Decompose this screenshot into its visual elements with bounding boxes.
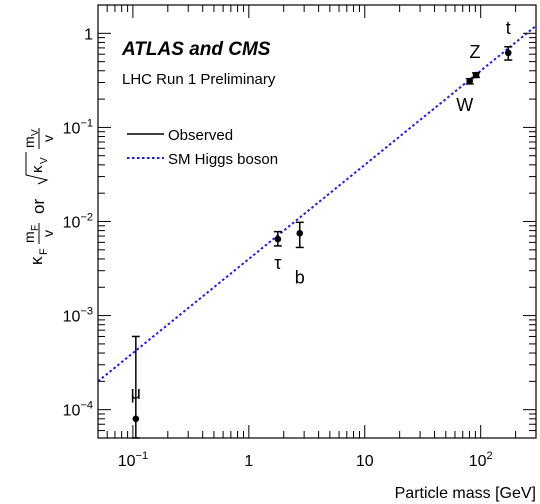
y-tick-label: 10−1 [63,117,93,137]
ylabel-v2: v [40,135,56,142]
data-point [274,235,282,243]
x-tick-label-base: 10 [356,453,374,470]
ylabel-kappa-f: κ [27,256,46,265]
ylabel-mf-sub: F [30,225,41,231]
point-label: t [506,18,511,38]
legend: Observed SM Higgs boson [127,127,278,168]
x-tick-label: 1 [244,453,253,470]
y-tick-label-exp: −1 [80,117,93,129]
y-tick-label-base: 1 [84,26,93,43]
y-tick-label-exp: −4 [80,400,93,412]
ylabel-v1: v [40,230,56,237]
x-axis-label: Particle mass [GeV] [395,485,536,502]
ylabel-kappa-v-sub: V [39,157,50,164]
x-tick-label: 10−1 [118,450,148,470]
ylabel-sqrt-sign [25,152,49,185]
y-tick-label: 1 [84,26,93,43]
y-tick-label: 10−4 [63,400,93,420]
y-tick-label-base: 10 [63,403,81,420]
ylabel-kappa-v: κ [29,165,46,173]
x-tick-label-exp: 2 [487,450,493,462]
data-point [504,49,512,57]
legend-observed-label: Observed [168,127,233,144]
data-point [132,415,140,423]
y-tick-label-exp: −2 [80,212,93,224]
ylabel-kappa-f-sub: F [38,248,50,255]
point-label: Z [470,42,481,62]
data-point [472,71,480,79]
point-label: b [295,267,305,287]
x-tick-label-base: 10 [118,453,136,470]
y-tick-label: 10−2 [63,212,93,232]
data-point [466,77,474,85]
x-tick-label-exp: −1 [136,450,149,462]
chart-title: ATLAS and CMS [121,39,271,60]
x-tick-label-base: 10 [469,453,487,470]
y-tick-label-base: 10 [63,215,81,232]
y-axis-label: κ F m F v or κ V m V v [21,128,56,265]
x-tick-label-base: 1 [244,453,253,470]
point-label: W [456,95,473,115]
x-tick-label: 102 [469,450,493,470]
sm-higgs-line [97,25,537,383]
plot-frame [97,4,537,439]
x-tick-label: 10 [356,453,374,470]
y-tick-label: 10−3 [63,306,93,326]
ylabel-mv-sub: V [30,129,41,136]
legend-sm-label: SM Higgs boson [168,151,278,168]
chart-subtitle: LHC Run 1 Preliminary [122,71,276,88]
y-tick-label-exp: −3 [80,306,93,318]
y-tick-label-base: 10 [63,309,81,326]
data-point [296,229,304,237]
y-tick-label-base: 10 [63,120,81,137]
point-label: τ [274,253,281,273]
ylabel-or: or [29,199,48,214]
ylabel-mf: m [21,231,37,243]
ylabel-mv: m [21,136,37,148]
point-label: μ [131,383,141,403]
